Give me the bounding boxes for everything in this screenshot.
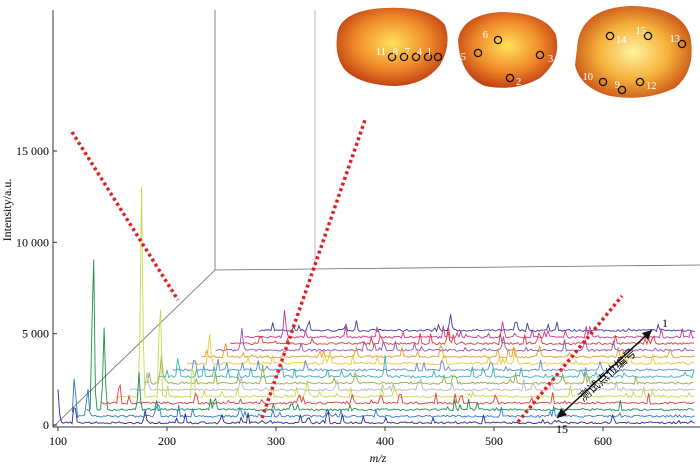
sample-point-marker: [411, 52, 421, 62]
spectrum-series-5: [201, 343, 696, 359]
depth-axis-line: [556, 329, 653, 419]
depth-axis-arrow-bottom-icon: [557, 408, 567, 418]
sample-point-label: 11: [376, 47, 386, 58]
sample-points: 11 8 7 4 1 6 5 3 2 14 15 13 10 9 12: [376, 26, 687, 95]
spectrum-series-2: [244, 309, 695, 339]
spectrum-series-11: [115, 186, 695, 399]
sample-point-label: 9: [615, 80, 620, 91]
sample-point-marker: [643, 31, 653, 41]
spectrum-series-4: [215, 328, 694, 353]
sample-point-label: 3: [548, 54, 553, 65]
sample-point-marker: [598, 77, 608, 87]
sample-point-marker: [535, 50, 545, 60]
sample-insets: 11 8 7 4 1 6 5 3 2 14 15 13 10 9 12: [336, 6, 692, 98]
x-tick-label: 400: [376, 434, 394, 448]
sample-point-marker: [423, 52, 433, 62]
sample-point-label: 13: [670, 34, 681, 45]
x-tick-label: 600: [594, 434, 612, 448]
depth-axis-end-label: 15: [556, 422, 568, 436]
floor-left-edge: [52, 269, 216, 428]
y-axis-label: Intensity/a.u.: [0, 179, 14, 242]
sample-point-marker: [605, 31, 615, 41]
sample-point-label: 12: [646, 81, 657, 92]
y-tick-labels: 0 5 000 10 000 15 000: [16, 144, 57, 432]
back-wall-bottom-edge: [214, 264, 700, 271]
sample-inset-right: [575, 6, 692, 98]
sample-point-label: 10: [583, 72, 594, 83]
depth-axis-arrow-top-icon: [642, 330, 652, 340]
sample-point-marker: [493, 35, 503, 45]
spectrum-series-15: [57, 389, 695, 425]
sample-point-marker: [617, 85, 627, 95]
spectrum-series-14: [71, 378, 695, 419]
sample-point-label: 1: [427, 47, 432, 58]
x-tick-label: 500: [485, 434, 503, 448]
sample-inset-middle: [458, 12, 558, 88]
sample-point-label: 14: [616, 35, 627, 46]
spectrum-series-12: [100, 383, 695, 405]
sample-point-label: 6: [483, 30, 488, 41]
sample-point-marker: [677, 39, 687, 49]
x-tick-label: 100: [49, 434, 67, 448]
sample-point-label: 7: [405, 47, 410, 58]
sample-point-label: 15: [636, 26, 647, 37]
y-tick-label: 0: [43, 418, 49, 432]
y-tick-label: 15 000: [16, 144, 49, 158]
x-tick-label: 300: [267, 434, 285, 448]
sample-point-marker: [387, 52, 397, 62]
trend-line-left: [70, 131, 180, 301]
trend-lines: [70, 119, 624, 424]
sample-point-marker: [505, 73, 515, 83]
spectrum-series-8: [158, 355, 695, 379]
sample-point-marker: [433, 52, 443, 62]
spectrum-series-10: [129, 372, 695, 393]
sample-point-marker: [473, 48, 483, 58]
sample-inset-middle-shape: [458, 12, 558, 88]
sample-point-label: 4: [417, 47, 423, 58]
x-axis-label: m/z: [370, 451, 387, 465]
spectrum-series-1: [258, 314, 695, 333]
y-tick-label: 10 000: [16, 235, 49, 249]
x-tick-label: 200: [158, 434, 176, 448]
sample-point-label: 5: [461, 52, 466, 63]
trend-line-middle: [260, 119, 367, 419]
depth-axis-start-label: 1: [662, 316, 668, 330]
sample-inset-left: [336, 7, 448, 86]
sample-inset-left-shape: [336, 7, 448, 86]
sample-inset-right-shape: [575, 6, 692, 98]
sample-point-label: 2: [516, 77, 521, 88]
axes-frame: [52, 10, 700, 428]
y-tick-label: 5 000: [22, 327, 49, 341]
sample-point-marker: [635, 77, 645, 87]
sample-point-marker: [399, 52, 409, 62]
x-tick-labels: 100200300400500600700: [49, 427, 612, 448]
spectrum-series-3: [229, 331, 695, 346]
sample-point-label: 8: [393, 47, 398, 58]
spectrum-series-13: [86, 259, 694, 412]
